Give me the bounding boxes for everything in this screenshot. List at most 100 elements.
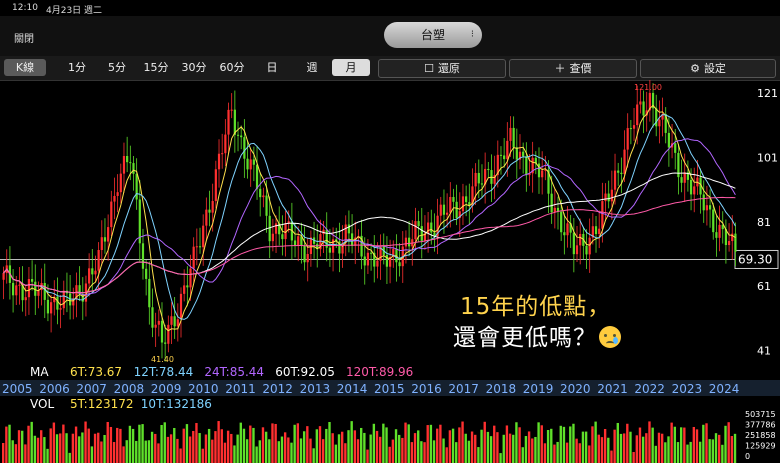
candle-body	[617, 170, 620, 173]
candle-body	[236, 134, 240, 136]
period-5min[interactable]: 5分	[108, 61, 126, 74]
candle-body	[417, 221, 420, 227]
settings-button[interactable]: ⚙ 設定	[640, 59, 776, 78]
period-week[interactable]: 週	[306, 61, 318, 74]
candle-body	[27, 279, 31, 298]
candle-body	[46, 299, 50, 314]
volume-bar	[597, 434, 600, 463]
year-label: 2021	[597, 382, 628, 396]
volume-bar	[556, 441, 559, 463]
volume-bar	[249, 425, 252, 463]
candle-body	[579, 233, 582, 246]
volume-bar	[480, 429, 483, 463]
ma-value-4: 120T:89.96	[346, 365, 413, 379]
volume-bar	[717, 434, 721, 463]
candle-body	[354, 237, 357, 246]
candle-body	[116, 192, 119, 196]
candle-body	[62, 290, 65, 309]
period-30min[interactable]: 30分	[181, 61, 207, 74]
volume-bar	[233, 445, 236, 463]
volume-bar	[176, 438, 179, 463]
period-day[interactable]: 日	[266, 61, 278, 74]
volume-bar	[100, 441, 103, 463]
volume-bar	[578, 443, 581, 463]
candle-body	[420, 226, 423, 241]
volume-bar	[692, 426, 696, 463]
volume-bar	[363, 432, 366, 463]
candle-body	[148, 278, 151, 308]
candle-body	[18, 284, 21, 286]
candle-body	[560, 211, 563, 233]
candle-body	[712, 209, 715, 233]
candle-body	[629, 128, 632, 130]
volume-bar	[2, 443, 5, 463]
more-dots-icon: ⁝	[470, 29, 474, 40]
candle-body	[575, 245, 579, 255]
restore-button[interactable]: ☐ 還原	[378, 59, 506, 78]
candle-body	[705, 205, 709, 211]
volume-bar	[521, 447, 524, 463]
volume-bar	[312, 448, 315, 463]
volume-bar	[442, 438, 445, 463]
candle-body	[129, 162, 132, 164]
candle-body	[316, 243, 319, 250]
volume-bar	[321, 439, 325, 463]
kline-button[interactable]: K線	[4, 59, 46, 76]
volume-bar	[651, 427, 654, 463]
period-60min[interactable]: 60分	[219, 61, 245, 74]
volume-bar	[600, 437, 604, 463]
volume-bar	[356, 439, 360, 463]
volume-bar	[451, 428, 455, 463]
candle-body	[202, 225, 205, 248]
volume-bar	[245, 439, 249, 463]
volume-bar	[5, 426, 8, 463]
year-label: 2022	[634, 382, 665, 396]
candle-body	[246, 158, 249, 170]
volume-bar	[455, 442, 458, 463]
vol-tick-label: 251858	[745, 431, 776, 440]
candle-body	[515, 147, 518, 160]
period-1min[interactable]: 1分	[68, 61, 86, 74]
candle-body	[293, 240, 297, 246]
volume-bar	[226, 430, 230, 463]
stock-title: 台塑	[420, 28, 445, 42]
candle-body	[537, 163, 541, 178]
volume-bar	[268, 439, 271, 463]
candle-body	[265, 195, 268, 216]
volume-bar	[572, 423, 575, 463]
volume-bar	[486, 431, 490, 463]
candle-body	[205, 209, 208, 226]
volume-bar	[518, 427, 521, 463]
volume-bar	[135, 440, 138, 463]
volume-bar	[404, 422, 407, 463]
volume-bar	[46, 448, 49, 463]
candle-body	[157, 320, 160, 325]
volume-bar	[622, 433, 626, 463]
period-month[interactable]: 月	[332, 59, 370, 76]
candle-body	[59, 308, 62, 310]
volume-bar	[559, 425, 562, 463]
volume-bar	[698, 441, 702, 463]
candle-body	[591, 226, 594, 238]
volume-bar	[188, 436, 192, 463]
candle-body	[594, 226, 598, 235]
lookup-button[interactable]: ＋查價	[509, 59, 637, 78]
volume-bar	[236, 434, 239, 463]
volume-bar	[477, 447, 480, 463]
volume-bar	[565, 442, 569, 463]
close-button[interactable]: 關閉	[14, 34, 34, 45]
volume-bar	[350, 421, 353, 463]
volume-bar	[264, 431, 268, 463]
candle-body	[563, 232, 566, 236]
kline-chart[interactable]: 121 101 81 61 41 69.30 121.00 41.40 MA 6T:73.67 12…	[0, 80, 780, 463]
year-label: 2023	[672, 382, 703, 396]
volume-bar	[43, 437, 46, 463]
period-15min[interactable]: 15分	[143, 61, 169, 74]
candle-body	[503, 155, 506, 160]
candle-body	[493, 175, 496, 184]
candle-body	[446, 212, 449, 215]
candle-body	[11, 282, 15, 296]
stock-title-button[interactable]: 台塑 ⁝	[384, 22, 482, 48]
candle-body	[385, 254, 389, 267]
candle-body	[113, 195, 116, 202]
